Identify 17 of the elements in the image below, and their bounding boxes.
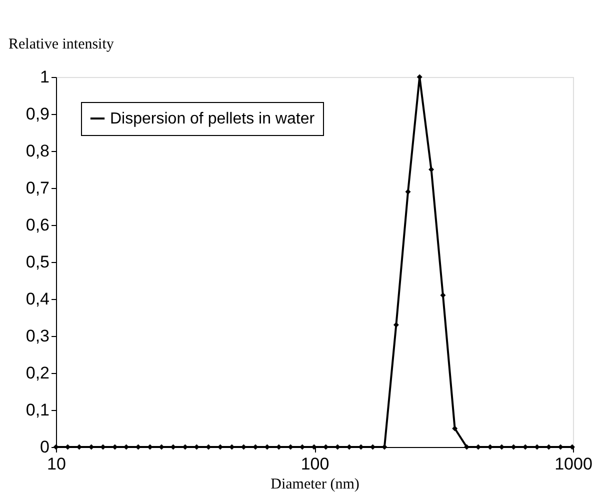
x-tick-label: 10: [47, 454, 66, 474]
y-tick-label: 0,9: [26, 104, 50, 124]
y-tick-label: 0,6: [26, 216, 50, 234]
y-tick-label: 0,2: [26, 364, 50, 382]
y-axis-title: Relative intensity: [8, 36, 114, 52]
y-tick-label: 0,8: [26, 142, 50, 160]
legend-label: Dispersion of pellets in water: [110, 110, 316, 128]
y-tick-label: 0,7: [26, 178, 50, 198]
y-tick-label: 0,5: [26, 252, 50, 272]
y-tick-label: 1: [40, 68, 50, 86]
y-tick-label: 0,4: [26, 290, 50, 308]
x-tick-label: 100: [300, 454, 330, 474]
y-tick-label: 0,3: [26, 326, 50, 346]
x-tick-label: 1000: [554, 454, 592, 474]
x-axis-title: Diameter (nm): [270, 476, 360, 492]
y-tick-label: 0,1: [26, 400, 50, 420]
y-tick-label: 0: [40, 438, 50, 456]
